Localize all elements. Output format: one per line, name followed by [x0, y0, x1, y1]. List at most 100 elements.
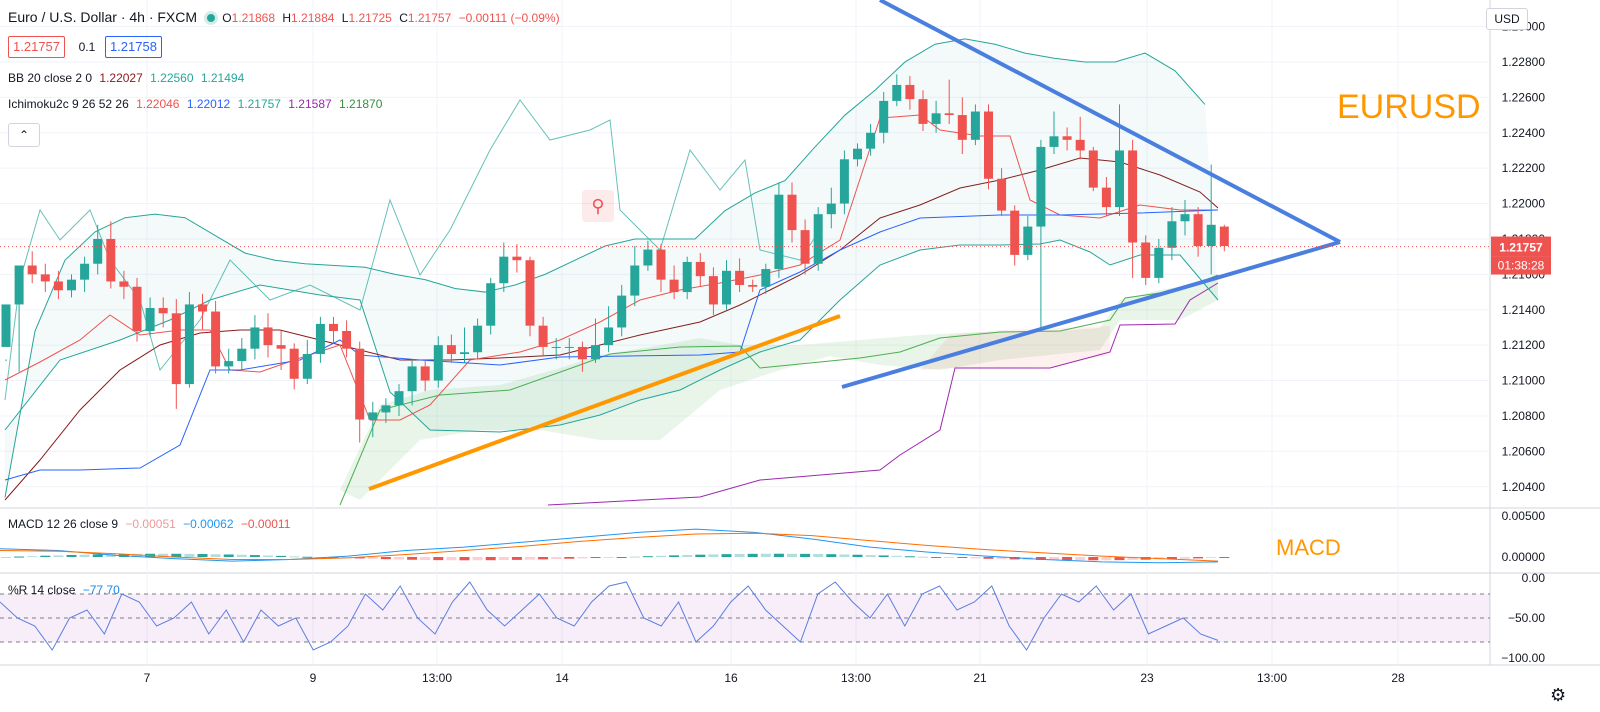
- gear-icon[interactable]: ⚙: [1550, 685, 1567, 705]
- buy-price-button[interactable]: 1.21758: [104, 36, 162, 58]
- macd-histogram-bar: [289, 556, 300, 558]
- macd-histogram-bar: [826, 554, 837, 557]
- macd-histogram-bar: [983, 557, 994, 559]
- macd-histogram-bar: [695, 554, 706, 557]
- macd-histogram-bar: [459, 557, 470, 561]
- currency-button[interactable]: USD: [1486, 8, 1528, 30]
- price-tick-label: 1.22800: [1502, 55, 1546, 69]
- time-tick-label: 14: [555, 671, 569, 685]
- ohlc-readout: O1.21868 H1.21884 L1.21725 C1.21757 −0.0…: [222, 11, 563, 25]
- macd-legend[interactable]: MACD 12 26 close 9 −0.00051 −0.00062 −0.…: [8, 515, 294, 533]
- macd-label: MACD 12 26 close 9: [8, 517, 119, 531]
- macd-histogram-bar: [904, 556, 915, 558]
- price-tick-label: 1.20800: [1502, 409, 1546, 423]
- candle-body: [302, 354, 312, 379]
- price-tick-label: 1.22400: [1502, 126, 1546, 140]
- macd-histogram-bar: [302, 556, 313, 558]
- macd-line-value: −0.00062: [183, 517, 234, 531]
- candle-body: [1036, 146, 1046, 227]
- price-tick-label: 1.22200: [1502, 161, 1546, 175]
- macd-tick-label: 0.00500: [1502, 509, 1546, 523]
- candle-body: [761, 269, 771, 287]
- macd-histogram-bar: [27, 556, 38, 558]
- macd-histogram-bar: [944, 557, 955, 558]
- candle-body: [905, 84, 915, 100]
- candle-body: [368, 412, 378, 420]
- low-label: L: [341, 11, 349, 25]
- ichimoku-kijun-value: 1.22012: [186, 97, 231, 111]
- macd-histogram-bar: [420, 557, 431, 560]
- time-tick-label: 21: [973, 671, 987, 685]
- wr-legend[interactable]: %R 14 close −77.70: [8, 581, 124, 599]
- candle-body: [879, 100, 889, 133]
- bb-mid-value: 1.22027: [99, 71, 143, 85]
- candle-body: [433, 345, 443, 381]
- macd-histogram-bar: [1206, 557, 1217, 558]
- candle-body: [931, 113, 941, 124]
- spread-value: 0.1: [78, 40, 96, 54]
- candle-body: [918, 99, 928, 124]
- candle-body: [211, 311, 221, 367]
- candle-body: [748, 284, 758, 287]
- macd-line: [0, 528, 1219, 564]
- zoom-icon[interactable]: ⚲: [582, 190, 614, 222]
- macd-histogram-bar: [773, 553, 784, 557]
- macd-histogram-bar: [616, 557, 627, 558]
- candle-body: [381, 405, 391, 413]
- wr-line: [0, 581, 1219, 651]
- ichimoku-cloud-bull: [340, 280, 1218, 500]
- candle-body: [512, 256, 522, 261]
- macd-histogram-bar: [682, 555, 693, 557]
- ichimoku-spanb-value: 1.21587: [288, 97, 332, 111]
- price-tick-label: 1.22000: [1502, 197, 1546, 211]
- orange-trendline: [368, 314, 841, 491]
- candle-body: [525, 260, 535, 326]
- price-tick-label: 1.21000: [1502, 374, 1546, 388]
- candle-body: [80, 263, 90, 280]
- candle-body: [1180, 214, 1190, 222]
- macd-histogram-bar: [1075, 557, 1086, 561]
- macd-histogram-bar: [66, 554, 77, 557]
- candle-body: [591, 345, 600, 360]
- macd-hist-value: −0.00051: [125, 517, 176, 531]
- symbol-legend: Euro / U.S. Dollar · 4h · FXCM O1.21868 …: [8, 8, 568, 27]
- price-tick-label: 1.20400: [1502, 480, 1546, 494]
- macd-histogram-bar: [380, 557, 391, 560]
- candle-body: [132, 286, 142, 331]
- macd-histogram-bar: [551, 557, 562, 560]
- candle-body: [1193, 214, 1203, 247]
- bb-legend[interactable]: BB 20 close 2 0 1.22027 1.22560 1.21494: [8, 69, 248, 87]
- countdown-tag: [1491, 256, 1551, 275]
- candle-body: [329, 323, 338, 331]
- macd-histogram-bar: [79, 554, 90, 557]
- macd-histogram-bar: [92, 554, 103, 557]
- candle-body: [276, 345, 286, 349]
- price-tick-label: 1.22600: [1502, 90, 1546, 104]
- macd-histogram-bar: [210, 554, 221, 557]
- candle-body: [1088, 150, 1098, 188]
- last-price-label: 1.21757: [1499, 241, 1543, 255]
- price-tick-label: 1.20600: [1502, 444, 1546, 458]
- collapse-legend-button[interactable]: ⌃: [8, 123, 40, 147]
- sell-price-button[interactable]: 1.21757: [8, 36, 65, 58]
- price-tick-label: 1.21400: [1502, 303, 1546, 317]
- candle-body: [944, 113, 954, 116]
- macd-histogram-bar: [1166, 557, 1177, 560]
- candle-body: [630, 265, 640, 296]
- macd-histogram-bar: [787, 553, 797, 557]
- symbol-title[interactable]: Euro / U.S. Dollar · 4h · FXCM: [8, 9, 198, 25]
- candle-body: [446, 345, 456, 355]
- bb-upper-line: [4, 38, 1206, 498]
- low-value: 1.21725: [348, 11, 392, 25]
- macd-histogram-bar: [603, 557, 614, 558]
- ichimoku-tenkan-line: [4, 114, 1218, 421]
- macd-tick-label: 0.00000: [1502, 550, 1546, 564]
- candle-body: [1115, 150, 1124, 208]
- ichimoku-legend[interactable]: Ichimoku2c 9 26 52 26 1.22046 1.22012 1.…: [8, 95, 386, 113]
- macd-histogram-bar: [538, 557, 549, 560]
- eurusd-annotation: EURUSD: [1337, 88, 1481, 126]
- candle-body: [643, 249, 653, 266]
- candle-body: [67, 279, 76, 291]
- macd-histogram-bar: [878, 555, 889, 557]
